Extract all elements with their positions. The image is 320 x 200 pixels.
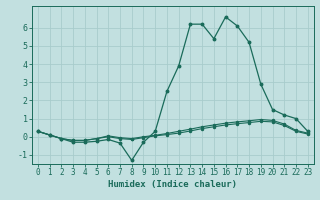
X-axis label: Humidex (Indice chaleur): Humidex (Indice chaleur) (108, 180, 237, 189)
